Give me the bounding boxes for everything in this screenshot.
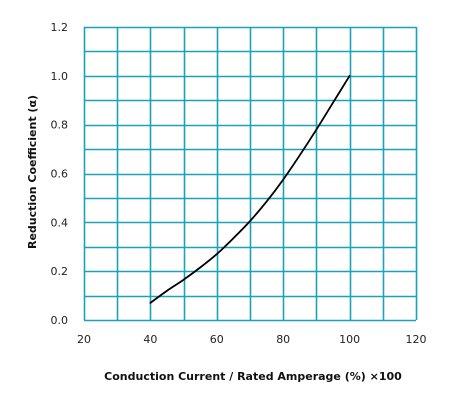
x-tick-label: 60 — [210, 333, 224, 346]
x-tick-labels: 20 40 60 80 100 120 — [77, 333, 427, 346]
x-tick-label: 100 — [339, 333, 360, 346]
y-tick-label: 1.2 — [51, 21, 69, 34]
x-tick-label: 20 — [77, 333, 91, 346]
series-layer — [149, 74, 351, 304]
grid — [83, 26, 418, 322]
series-line — [149, 74, 351, 304]
y-axis-label: Reduction Coefficient (α) — [26, 95, 39, 249]
y-tick-label: 0.4 — [51, 216, 69, 229]
x-axis-label: Conduction Current / Rated Amperage (%) … — [104, 370, 402, 383]
y-tick-labels: 0.0 0.2 0.4 0.6 0.8 1.0 1.2 — [51, 21, 69, 327]
y-tick-label: 0.6 — [51, 168, 69, 181]
x-tick-label: 80 — [276, 333, 290, 346]
y-tick-label: 0.8 — [51, 119, 69, 132]
y-tick-label: 0.0 — [51, 314, 69, 327]
y-tick-label: 1.0 — [51, 70, 69, 83]
y-tick-label: 0.2 — [51, 265, 69, 278]
x-tick-label: 40 — [143, 333, 157, 346]
x-tick-label: 120 — [406, 333, 427, 346]
